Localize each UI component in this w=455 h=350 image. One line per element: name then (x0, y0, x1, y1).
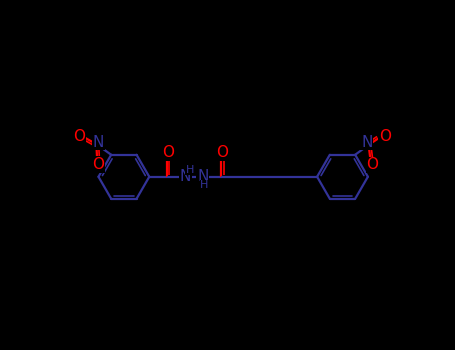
Text: O: O (73, 129, 86, 144)
Text: H: H (200, 180, 208, 190)
Text: N: N (93, 134, 104, 149)
Text: N: N (197, 169, 208, 184)
Text: O: O (379, 129, 391, 144)
Text: O: O (162, 145, 174, 160)
Text: O: O (92, 157, 105, 172)
Text: N: N (361, 134, 373, 149)
Text: O: O (217, 145, 228, 160)
Text: N: N (180, 169, 191, 184)
Text: H: H (186, 165, 194, 175)
Text: O: O (366, 158, 379, 173)
